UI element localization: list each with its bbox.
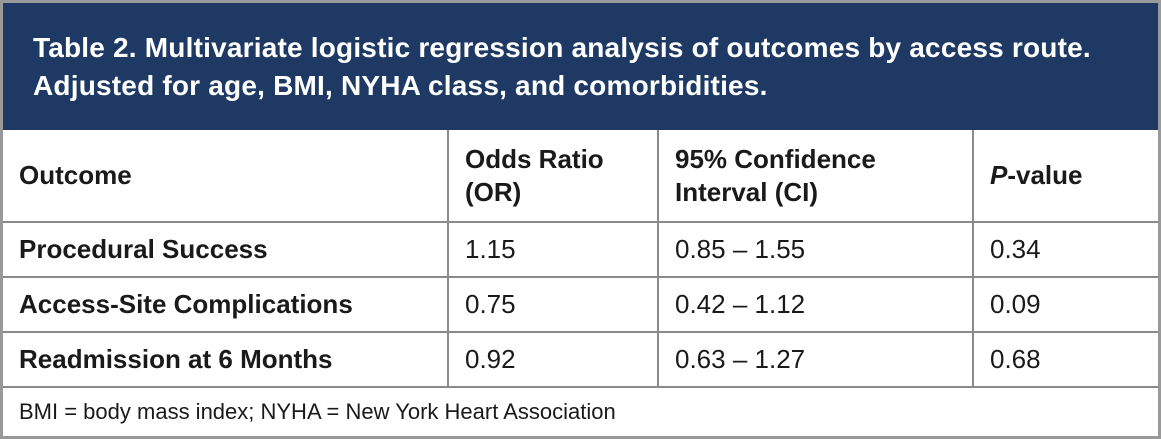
odds-ratio-cell: 0.75 bbox=[447, 276, 659, 333]
col-header-confidence-interval: 95% Confidence Interval (CI) bbox=[657, 129, 974, 223]
p-value-cell: 0.68 bbox=[972, 331, 1158, 388]
odds-ratio-cell: 0.92 bbox=[447, 331, 659, 388]
confidence-interval-cell: 0.42 – 1.12 bbox=[657, 276, 974, 333]
col-header-p-value: P-value bbox=[972, 129, 1158, 223]
results-table: Outcome Odds Ratio (OR) 95% Confidence I… bbox=[3, 129, 1158, 436]
p-value-italic-letter: P bbox=[990, 160, 1008, 190]
table-row: Procedural Success 1.15 0.85 – 1.55 0.34 bbox=[3, 221, 1158, 278]
footnote-row: BMI = body mass index; NYHA = New York H… bbox=[3, 386, 1158, 436]
odds-ratio-cell: 1.15 bbox=[447, 221, 659, 278]
table-row: Access-Site Complications 0.75 0.42 – 1.… bbox=[3, 276, 1158, 333]
outcome-cell: Procedural Success bbox=[3, 221, 449, 278]
p-value-cell: 0.09 bbox=[972, 276, 1158, 333]
table-row: Readmission at 6 Months 0.92 0.63 – 1.27… bbox=[3, 331, 1158, 388]
header-row: Outcome Odds Ratio (OR) 95% Confidence I… bbox=[3, 129, 1158, 223]
table-title: Table 2. Multivariate logistic regressio… bbox=[33, 31, 1091, 101]
confidence-interval-cell: 0.63 – 1.27 bbox=[657, 331, 974, 388]
p-value-cell: 0.34 bbox=[972, 221, 1158, 278]
table-title-banner: Table 2. Multivariate logistic regressio… bbox=[3, 3, 1158, 130]
confidence-interval-cell: 0.85 – 1.55 bbox=[657, 221, 974, 278]
outcome-cell: Readmission at 6 Months bbox=[3, 331, 449, 388]
outcome-cell: Access-Site Complications bbox=[3, 276, 449, 333]
p-value-suffix: -value bbox=[1007, 160, 1083, 190]
col-header-outcome: Outcome bbox=[3, 129, 449, 223]
abbreviation-footnote: BMI = body mass index; NYHA = New York H… bbox=[3, 386, 1158, 436]
col-header-odds-ratio: Odds Ratio (OR) bbox=[447, 129, 659, 223]
